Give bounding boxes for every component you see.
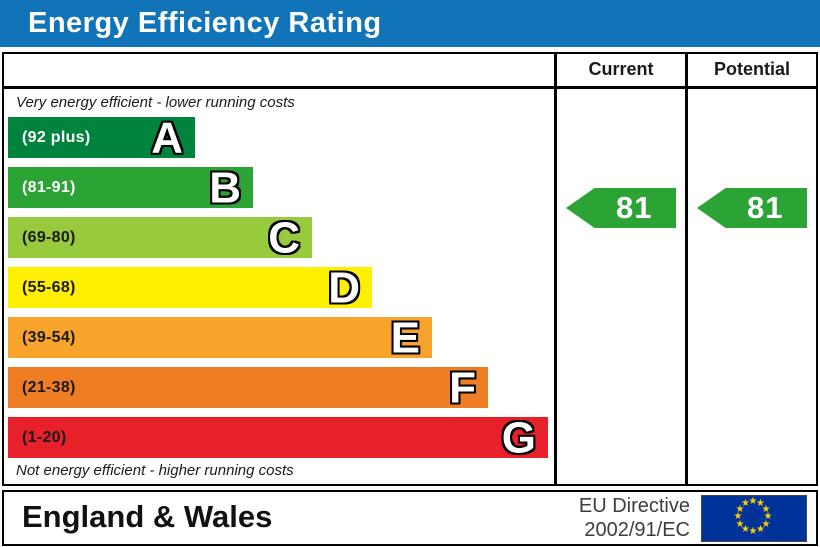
eu-star-icon: ★: [748, 496, 758, 507]
eu-star-icon: ★: [761, 518, 771, 530]
band-letter: D: [328, 263, 360, 312]
band-range-label: (69-80): [22, 228, 76, 246]
header-divider: [2, 86, 818, 89]
eu-flag: ★ ★ ★ ★ ★ ★ ★ ★ ★ ★ ★ ★: [701, 495, 807, 542]
band-a: (92 plus) A: [8, 113, 195, 162]
eu-star-icon: ★: [741, 498, 750, 509]
band-range-label: (81-91): [22, 178, 76, 196]
band-letter: B: [209, 163, 241, 212]
band-letter: F: [449, 363, 476, 412]
band-d: (55-68) D: [8, 263, 372, 312]
eu-star-icon: ★: [761, 503, 771, 515]
band-c: (69-80) C: [8, 213, 312, 262]
band-letter: C: [268, 213, 300, 262]
title-bar: Energy Efficiency Rating: [0, 0, 820, 47]
band-range-label: (1-20): [22, 428, 67, 446]
band-b: (81-91) B: [8, 163, 253, 212]
band-letter: E: [390, 313, 420, 362]
region-label: England & Wales: [22, 499, 273, 534]
caption-very-efficient: Very energy efficient - lower running co…: [16, 94, 295, 111]
eu-star-icon: ★: [741, 523, 750, 535]
eu-star-icon: ★: [735, 518, 745, 530]
band-letter: G: [501, 413, 536, 462]
eu-directive-line2: 2002/91/EC: [584, 519, 690, 541]
page-title: Energy Efficiency Rating: [28, 7, 382, 39]
eu-star-icon: ★: [756, 523, 765, 535]
column-divider-current: [554, 52, 557, 486]
eu-star-icon: ★: [748, 526, 758, 537]
eu-star-icon: ★: [735, 503, 745, 515]
eu-star-icon: ★: [763, 511, 773, 522]
eu-star-icon: ★: [733, 511, 743, 522]
potential-rating-value: 81: [746, 190, 784, 225]
band-range-label: (92 plus): [22, 128, 91, 146]
eu-directive-label: EU Directive 2002/91/EC: [500, 494, 690, 542]
band-e: (39-54) E: [8, 313, 432, 362]
band-letter: A: [151, 113, 183, 162]
footer-border: [2, 490, 818, 546]
eu-star-icon: ★: [756, 498, 765, 509]
band-f: (21-38) F: [8, 363, 488, 412]
band-range-label: (39-54): [22, 328, 76, 346]
potential-column-header: Potential: [713, 58, 790, 79]
band-range-label: (21-38): [22, 378, 76, 396]
current-column-header: Current: [588, 58, 654, 79]
band-range-label: (55-68): [22, 278, 76, 296]
band-g: (1-20) G: [8, 413, 548, 462]
eu-directive-line1: EU Directive: [578, 495, 690, 517]
current-rating-value: 81: [615, 190, 653, 225]
caption-not-efficient: Not energy efficient - higher running co…: [16, 462, 294, 479]
column-divider-potential: [685, 52, 688, 486]
